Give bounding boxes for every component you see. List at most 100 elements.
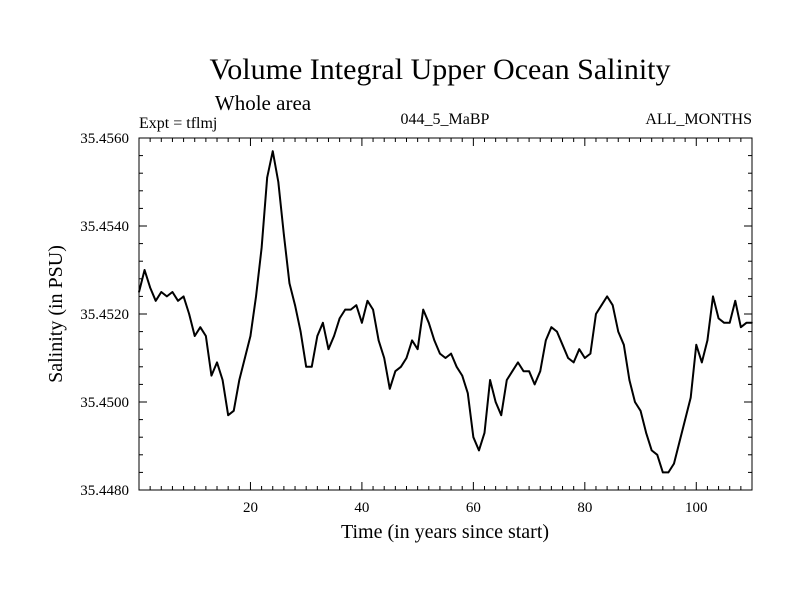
data-point [550,326,553,329]
data-point [584,357,586,359]
data-point [400,366,402,368]
data-point [288,282,291,285]
run-id-label: 044_5_MaBP [401,111,490,128]
y-axis-label: Salinity (in PSU) [45,245,67,383]
data-point [327,348,330,351]
data-point [489,379,491,381]
data-point [673,462,675,465]
x-tick-label: 20 [243,500,258,516]
data-point [589,352,592,355]
data-point [740,326,742,329]
data-point [656,454,659,456]
data-point [634,401,636,403]
data-point [349,308,352,311]
data-point [383,357,386,359]
data-point [333,335,335,337]
data-point [255,295,257,298]
data-point [723,322,725,324]
data-point [160,291,163,293]
data-point [143,269,146,271]
data-point [316,335,319,337]
data-point [427,322,430,324]
x-tick-label: 40 [354,500,369,516]
x-tick-label: 100 [685,500,708,516]
data-point [210,374,213,377]
data-point [322,322,324,324]
data-point [533,383,536,386]
data-point [444,357,447,359]
data-point [216,361,218,364]
data-point [310,366,313,368]
data-point [528,370,530,373]
data-point [745,322,748,324]
plot-frame [138,137,753,491]
data-point [611,304,614,307]
data-point [561,344,564,346]
data-point [355,304,358,307]
data-point [171,291,174,293]
data-point [439,352,441,355]
y-tick-label: 35.4560 [80,131,129,147]
y-tick-label: 35.4520 [80,307,129,323]
data-point [500,414,503,417]
data-point [545,339,547,342]
data-point [232,410,235,412]
data-point [361,322,363,324]
data-point [728,322,731,324]
data-point [166,295,168,298]
data-point [238,379,241,381]
data-point [283,234,285,236]
data-point [182,295,185,298]
data-point [472,436,475,439]
data-point [249,335,252,337]
data-point [422,308,425,311]
y-tick-label: 35.4480 [80,483,129,499]
data-point [701,361,703,364]
data-point [244,357,246,359]
axis-tick-labels: 20 40 60 80 100 35.4480 35.4500 35.4520 35.4540 3… [80,131,707,516]
data-point [271,150,274,152]
data-point [461,374,464,377]
data-point [556,330,558,333]
data-point [177,300,179,302]
data-point [450,352,452,355]
data-point [506,379,508,381]
months-label: ALL_MONTHS [645,111,752,128]
data-point [338,317,341,320]
data-point [684,418,686,421]
data-point [344,308,346,311]
data-point [294,304,296,307]
data-point [205,335,207,337]
data-point [149,286,151,289]
expt-label: Expt = tflmj [139,115,217,132]
data-point [483,432,486,434]
series-line-salinity [138,150,752,474]
data-point [266,176,268,179]
data-point [695,344,698,346]
data-point [639,410,642,412]
data-point [366,300,369,302]
data-point [578,348,581,351]
data-point [394,370,397,373]
x-tick-label: 80 [577,500,592,516]
data-point [377,339,380,342]
data-point [405,357,408,359]
data-point [154,300,157,302]
data-point [416,348,419,351]
data-point [221,379,224,381]
data-point [689,396,692,399]
data-point [539,370,542,373]
data-point [260,247,263,249]
x-tick-label: 60 [466,500,481,516]
data-point [199,326,202,329]
data-point [411,339,413,342]
data-point [606,295,608,298]
data-point [188,313,190,315]
data-point [478,449,480,452]
data-point [572,361,575,364]
data-point [517,361,519,364]
data-point [623,344,625,346]
data-point [628,379,631,381]
